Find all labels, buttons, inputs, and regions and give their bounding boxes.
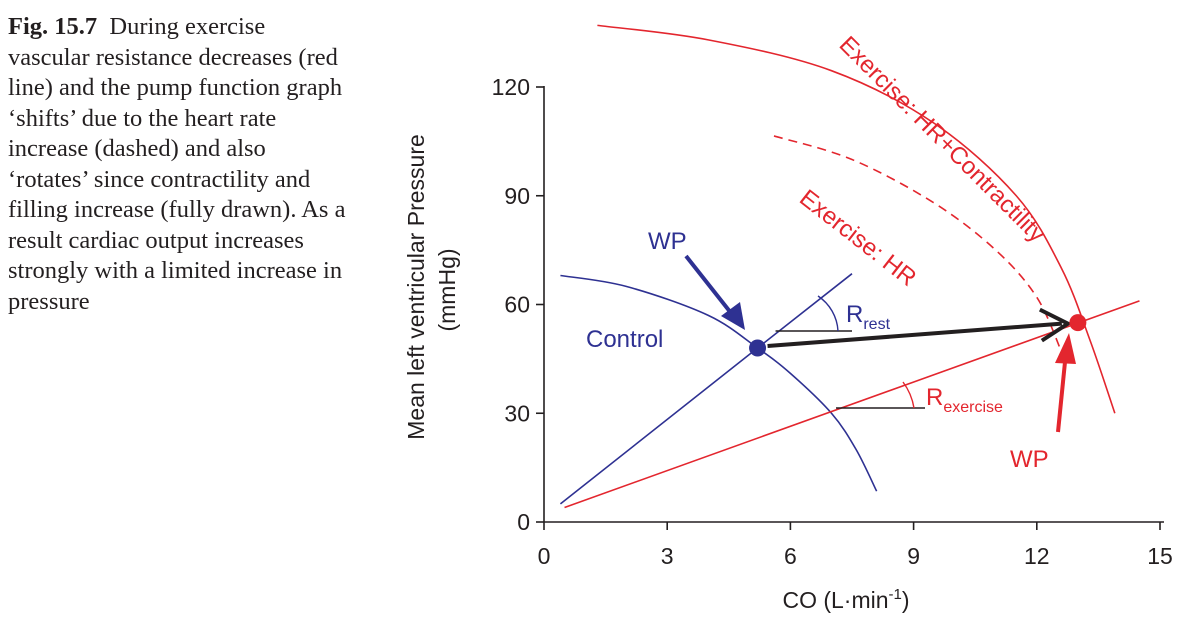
r-rest-arc xyxy=(817,295,839,332)
wp-blue-arrow-head xyxy=(721,302,745,330)
exercise-hr-label: Exercise: HR xyxy=(794,184,921,291)
control-label: Control xyxy=(586,326,663,353)
caption-label: Fig. 15.7 xyxy=(8,13,98,40)
caption-text: During exercise vascular resistance decr… xyxy=(8,13,346,315)
y-tick-label: 90 xyxy=(504,183,530,209)
y-axis-unit: (mmHg) xyxy=(434,248,460,331)
x-axis-title-sup: -1 xyxy=(889,586,902,603)
y-tick-label: 30 xyxy=(504,400,530,426)
wp-exercise-point xyxy=(1069,314,1087,332)
exercise-hrc-label: Exercise: HR+Contractility xyxy=(834,31,1051,248)
figure-caption: Fig. 15.7 During exercise vascular resis… xyxy=(8,12,348,317)
x-tick-label: 6 xyxy=(784,543,797,569)
r-rest-label: Rrest xyxy=(846,301,891,333)
shift-arrow-head xyxy=(1038,307,1072,343)
wp-blue-arrow-shaft xyxy=(684,254,733,315)
shift-arrow-shaft xyxy=(767,321,1063,348)
x-axis-title: CO (L·min-1) xyxy=(782,586,909,613)
wp-red-arrow-head xyxy=(1055,333,1076,364)
y-tick-label: 60 xyxy=(504,292,530,318)
x-tick-label: 3 xyxy=(661,543,674,569)
r-rest-sub: rest xyxy=(863,316,890,333)
annotation-layer xyxy=(684,254,1087,433)
x-tick-label: 15 xyxy=(1147,543,1173,569)
wp-red-label: WP xyxy=(1010,446,1049,473)
x-tick-label: 12 xyxy=(1024,543,1050,569)
series-line-2 xyxy=(773,135,1063,352)
r-exercise-label: Rexercise xyxy=(926,384,1003,416)
x-tick-label: 9 xyxy=(907,543,920,569)
y-tick-label: 120 xyxy=(492,74,530,100)
series-line-4 xyxy=(564,300,1140,509)
wp-blue-label: WP xyxy=(648,228,687,255)
y-tick-label: 0 xyxy=(517,509,530,535)
r-exercise-sub: exercise xyxy=(943,399,1003,416)
ticks: 0 3 6 9 12 15 0 30 60 90 120 xyxy=(492,74,1173,569)
wp-control-point xyxy=(749,339,767,357)
series-line-0 xyxy=(560,274,878,492)
wp-red-arrow-shaft xyxy=(1056,361,1067,433)
y-axis-title: Mean left ventricular Pressure xyxy=(403,134,429,440)
series-layer xyxy=(559,24,1140,509)
r-exercise-arc xyxy=(902,381,915,409)
x-tick-label: 0 xyxy=(538,543,551,569)
